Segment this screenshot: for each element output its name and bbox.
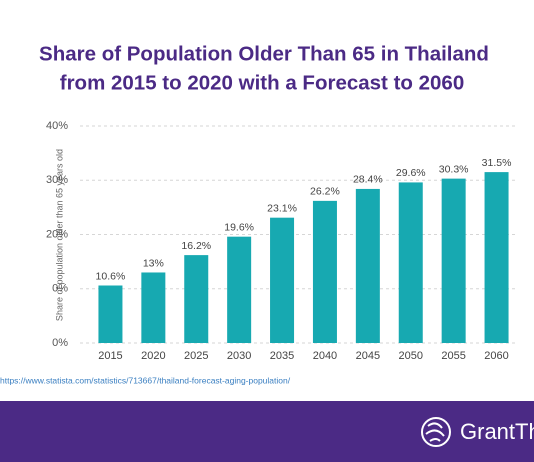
data-label: 23.1% [267,202,297,214]
y-tick-label: 20% [46,228,68,240]
chart-title: Share of Population Older Than 65 in Tha… [39,42,489,65]
bar [227,236,252,343]
y-tick-label: 40% [46,120,68,132]
x-tick-label: 2060 [484,350,508,362]
data-label: 13% [143,257,164,269]
logo-text: GrantTh [460,419,534,444]
bar [355,188,380,343]
source: https://www.statista.com/statistics/7136… [0,375,291,385]
data-label: 29.6% [396,167,426,179]
data-label: 30.3% [439,163,469,175]
y-axis-label: Share of population older than 65 years … [54,149,64,321]
footer-band [0,401,534,462]
data-label: 31.5% [482,157,512,169]
y-tick-label: 0% [52,337,68,349]
bar [270,217,295,343]
x-tick-label: 2050 [399,350,423,362]
x-tick-label: 2040 [313,350,337,362]
data-label: 26.2% [310,186,340,198]
y-tick-label: 0% [52,283,68,295]
x-tick-label: 2020 [141,350,165,362]
x-tick-label: 2025 [184,350,208,362]
bar [98,285,123,343]
x-tick-label: 2015 [98,350,122,362]
x-tick-label: 2035 [270,350,294,362]
bar [441,178,466,343]
x-tick-label: 2030 [227,350,251,362]
x-tick-label: 2055 [441,350,465,362]
bar [398,182,423,343]
data-label: 19.6% [224,221,254,233]
y-tick-label: 30% [46,174,68,186]
x-tick-label: 2045 [356,350,380,362]
data-label: 16.2% [181,240,211,252]
bar [184,255,209,343]
bar [141,272,166,343]
logo-icon [421,417,451,447]
data-label: 10.6% [96,270,126,282]
data-label: 28.4% [353,174,383,186]
bar [484,172,509,343]
bar [312,200,337,343]
chart-subtitle: from 2015 to 2020 with a Forecast to 206… [60,71,464,94]
